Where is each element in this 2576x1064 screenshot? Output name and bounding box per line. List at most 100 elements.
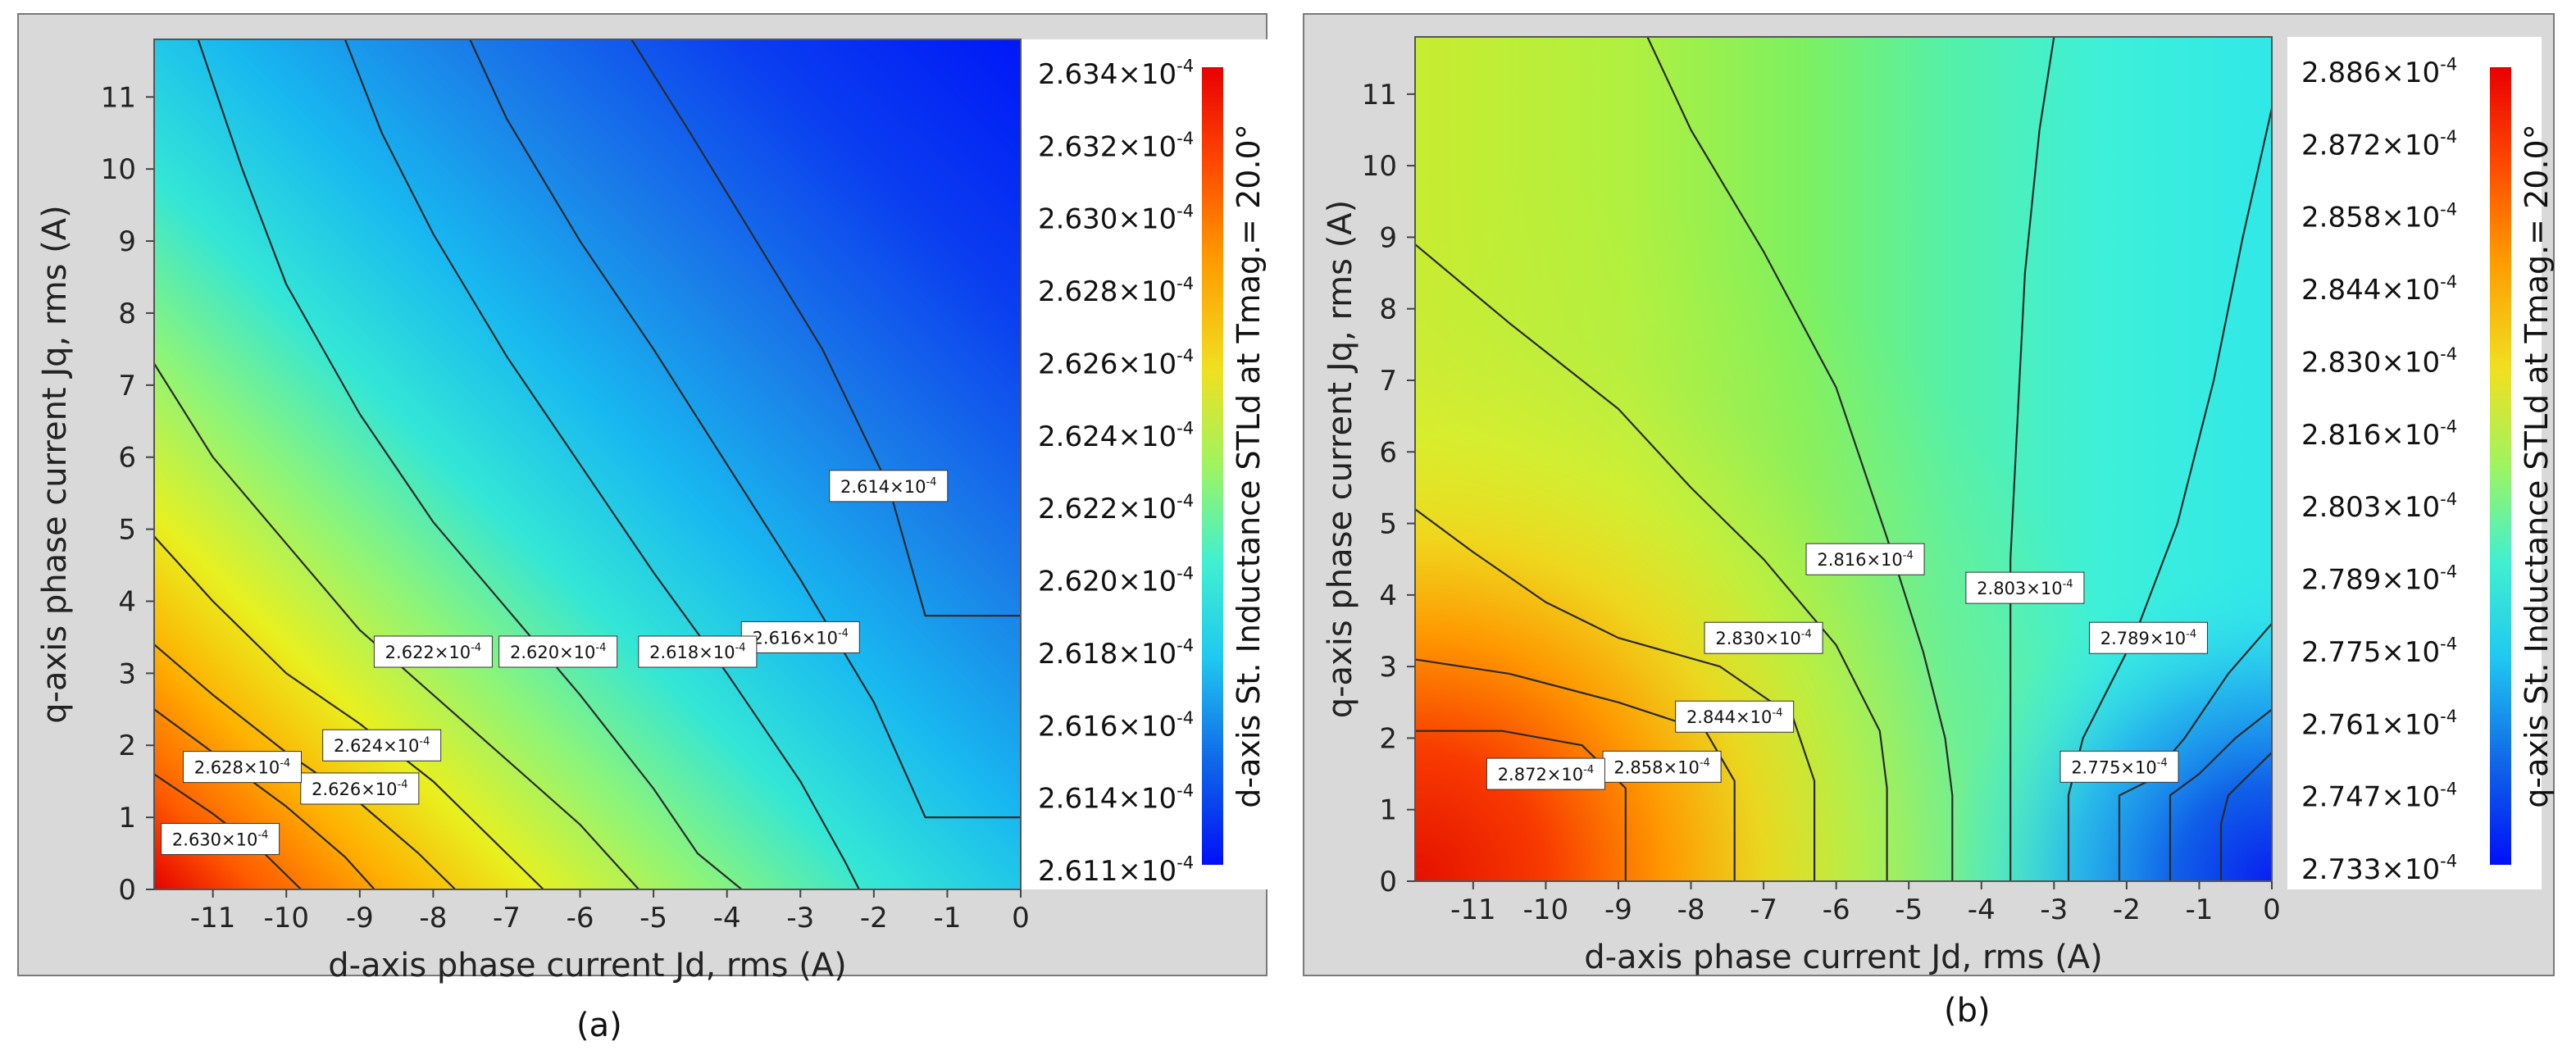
contour-line-2.830	[1415, 243, 1888, 881]
y-tick-label: 0	[1379, 866, 1397, 898]
colorbar-label: d-axis St. Inductance STLd at Tmag.= 20.…	[1231, 124, 1267, 807]
colorbar-tick-2.803: 2.803×10-4	[2301, 489, 2457, 524]
colorbar-tick-2.622: 2.622×10-4	[1038, 490, 1194, 525]
x-tick-label: -5	[639, 902, 667, 934]
contour-label-box	[498, 635, 618, 668]
y-tick-label: 9	[1379, 221, 1397, 254]
contour-label-2.614: 2.614×10-4	[840, 476, 936, 497]
x-tick-label: -6	[1823, 893, 1850, 926]
contour-label-box	[638, 635, 758, 668]
x-tick-label: -1	[2185, 893, 2213, 926]
contour-label-2.789: 2.789×10-4	[2100, 628, 2196, 648]
x-tick-label: -11	[190, 902, 236, 934]
contour-line-2.803	[2009, 37, 2055, 881]
caption-b: (b)	[1944, 992, 1991, 1030]
y-tick-label: 10	[1362, 150, 1397, 183]
x-tick-label: -9	[1604, 893, 1632, 926]
contour-line-2.620	[197, 39, 743, 889]
contour-line-2.872	[1415, 730, 1627, 881]
colorbar-tick-2.616: 2.616×10-4	[1038, 707, 1194, 743]
contour-label-box	[1602, 750, 1722, 783]
y-tick-label: 6	[1379, 436, 1397, 469]
x-tick-label: -10	[263, 902, 309, 934]
colorbar-tick-2.614: 2.614×10-4	[1038, 780, 1194, 815]
y-tick-label: 10	[101, 153, 136, 186]
contour-label-2.624: 2.624×10-4	[334, 735, 430, 756]
chart-panel-a: 2.614×10-4 2.616×10-4 2.618×10-4 2.620×10-4…	[17, 13, 1276, 984]
colorbar-label: q-axis St. Inductance STLd at Tmag.= 20.…	[2519, 124, 2555, 807]
colorbar-gradient	[2490, 67, 2511, 865]
contour-line-2.747	[2219, 752, 2272, 881]
contour-label-2.620: 2.620×10-4	[510, 642, 606, 662]
colorbar-tick-2.747: 2.747×10-4	[2301, 778, 2457, 813]
x-tick-label: -5	[1895, 893, 1923, 926]
contour-label-2.622: 2.622×10-4	[385, 642, 481, 662]
colorbar-tick-2.624: 2.624×10-4	[1038, 418, 1194, 453]
x-tick-label: -3	[2040, 893, 2068, 926]
x-tick-label: -2	[860, 902, 888, 934]
contour-line-2.614	[630, 39, 1021, 617]
contour-label-box	[300, 772, 420, 805]
colorbar-tick-2.620: 2.620×10-4	[1038, 562, 1194, 598]
contour-line-2.816	[1646, 37, 1954, 881]
colorbar-tick-2.789: 2.789×10-4	[2301, 561, 2457, 596]
contour-label-box	[1486, 757, 1605, 790]
contour-line-2.628	[154, 708, 375, 889]
y-tick-label: 3	[118, 657, 136, 690]
x-tick-label: -7	[1750, 893, 1777, 926]
x-tick-label: -11	[1450, 893, 1496, 926]
colorbar-tick-2.872: 2.872×10-4	[2301, 126, 2457, 161]
y-axis-label: q-axis phase current Jq, rms (A)	[36, 205, 74, 724]
x-axis-label: d-axis phase current Jd, rms (A)	[1584, 939, 2103, 976]
x-tick-label: -3	[786, 902, 814, 934]
y-tick-label: 2	[1379, 722, 1397, 755]
y-tick-label: 4	[1379, 580, 1397, 612]
colorbar-tick-2.816: 2.816×10-4	[2301, 416, 2457, 452]
y-tick-label: 1	[118, 802, 136, 834]
contour-label-box	[182, 751, 302, 784]
contour-label-box	[1805, 543, 1925, 575]
colorbar-tick-2.775: 2.775×10-4	[2301, 634, 2457, 669]
y-tick-label: 2	[118, 730, 136, 762]
chart-panel-b: 2.816×10-4 2.803×10-4 2.830×10-4 2.789×10-4…	[1303, 13, 2555, 976]
caption-a: (a)	[576, 1007, 622, 1044]
y-tick-label: 1	[1379, 794, 1397, 827]
contour-label-2.816: 2.816×10-4	[1817, 549, 1913, 570]
contour-line-2.789	[2067, 108, 2272, 881]
contour-label-box	[1965, 571, 2085, 604]
contour-label-box	[373, 635, 493, 668]
contour-label-2.803: 2.803×10-4	[1977, 578, 2073, 598]
colorbar-tick-2.618: 2.618×10-4	[1038, 635, 1194, 671]
contour-label-box	[2088, 621, 2208, 654]
y-tick-label: 4	[118, 585, 136, 618]
contour-line-2.844	[1415, 508, 1816, 881]
y-tick-label: 5	[1379, 508, 1397, 541]
x-tick-label: 0	[1012, 902, 1030, 934]
x-tick-label: -10	[1523, 893, 1569, 926]
x-tick-label: -1	[933, 902, 961, 934]
x-tick-label: -9	[346, 902, 374, 934]
contour-label-box	[740, 621, 860, 653]
contour-label-2.630: 2.630×10-4	[172, 830, 268, 850]
x-tick-label: -4	[1968, 893, 1996, 926]
y-tick-label: 7	[1379, 365, 1397, 398]
x-axis-label: d-axis phase current Jd, rms (A)	[328, 947, 847, 984]
x-tick-label: -6	[567, 902, 594, 934]
colorbar-tick-2.858: 2.858×10-4	[2301, 198, 2457, 234]
contour-label-box	[1675, 700, 1795, 733]
contour-line-2.624	[154, 535, 544, 889]
heatmap-field	[154, 39, 1021, 889]
y-tick-label: 11	[1362, 79, 1397, 111]
contour-label-2.872: 2.872×10-4	[1498, 764, 1594, 784]
y-tick-label: 9	[118, 225, 136, 258]
colorbar-tick-2.628: 2.628×10-4	[1038, 273, 1194, 308]
contour-label-box	[161, 822, 280, 855]
colorbar-tick-2.844: 2.844×10-4	[2301, 271, 2457, 307]
contour-line-2.761	[2169, 708, 2272, 881]
colorbar-tick-2.761: 2.761×10-4	[2301, 706, 2457, 741]
y-tick-label: 8	[118, 298, 136, 330]
colorbar-tick-2.634: 2.634×10-4	[1038, 56, 1194, 91]
y-axis-label: q-axis phase current Jq, rms (A)	[1322, 200, 1359, 719]
contour-label-box	[322, 729, 442, 762]
contour-label-2.626: 2.626×10-4	[312, 779, 407, 799]
